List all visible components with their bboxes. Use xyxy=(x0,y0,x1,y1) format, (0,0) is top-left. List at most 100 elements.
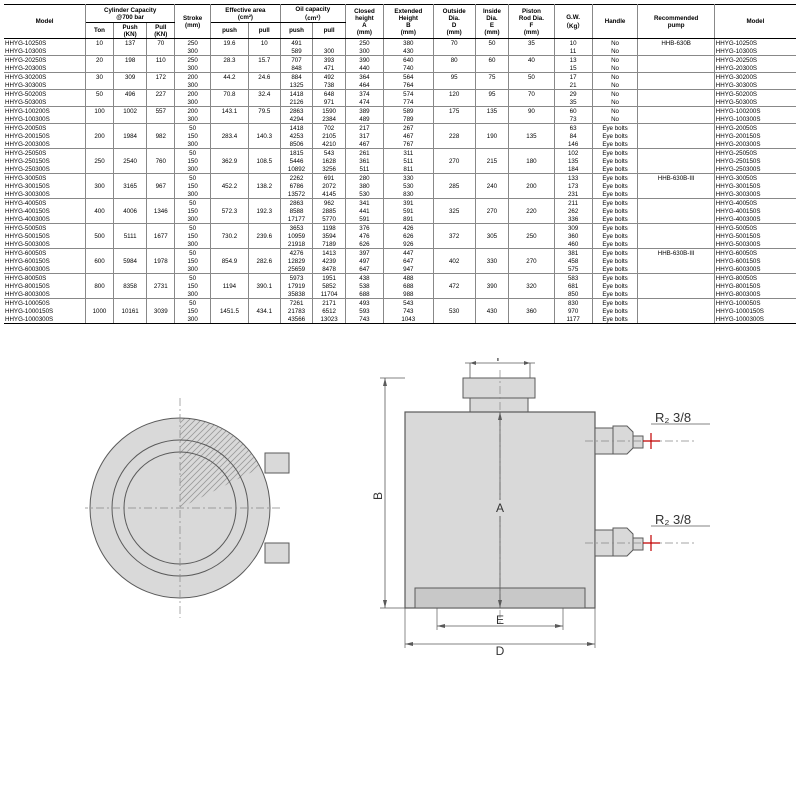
cell-eal xyxy=(248,265,280,274)
cell-ton xyxy=(86,215,114,224)
cell-ch: 593 xyxy=(345,307,383,315)
hdr-handle: Handle xyxy=(592,5,638,39)
cell-ton xyxy=(86,299,114,308)
cell-ch: 591 xyxy=(345,215,383,224)
cell-h: No xyxy=(592,90,638,99)
cell-od xyxy=(433,190,475,199)
cell-m2: HHYG-800150S xyxy=(714,282,796,290)
cell-pk: 10161 xyxy=(113,307,146,315)
cell-m2: HHYG-30200S xyxy=(714,73,796,82)
cell-eal xyxy=(248,149,280,158)
cell-eap: 283.4 xyxy=(211,132,249,140)
cell-st: 50 xyxy=(175,249,211,258)
cell-ton xyxy=(86,64,114,73)
cell-eh: 591 xyxy=(383,207,433,215)
cell-pd xyxy=(509,265,554,274)
cell-pump: HHB-630B xyxy=(638,39,714,48)
cell-h: Eye bolts xyxy=(592,282,638,290)
cell-pd: 320 xyxy=(509,282,554,290)
cell-eal: 434.1 xyxy=(248,307,280,315)
cell-eh: 743 xyxy=(383,307,433,315)
cell-gw: 211 xyxy=(554,199,592,208)
cell-pk: 198 xyxy=(113,56,146,65)
cell-pump xyxy=(638,274,714,283)
lower-port: R₂ 3/8 xyxy=(585,512,710,556)
cell-pd: 220 xyxy=(509,207,554,215)
cell-m2: HHYG-400150S xyxy=(714,207,796,215)
cell-eap xyxy=(211,199,249,208)
cell-eap: 19.6 xyxy=(211,39,249,48)
cell-ton xyxy=(86,190,114,199)
cell-pl: 967 xyxy=(147,182,175,190)
cell-ch: 280 xyxy=(345,174,383,183)
cell-ocl: 1413 xyxy=(313,249,346,258)
cell-st: 300 xyxy=(175,315,211,324)
cell-id xyxy=(475,124,509,133)
cell-ton xyxy=(86,240,114,249)
cell-m: HHYG-300150S xyxy=(4,182,86,190)
cell-pl xyxy=(147,199,175,208)
cell-h: Eye bolts xyxy=(592,274,638,283)
cell-h: Eye bolts xyxy=(592,132,638,140)
cell-ocp: 707 xyxy=(280,56,313,65)
cell-st: 300 xyxy=(175,165,211,174)
cell-ton: 250 xyxy=(86,157,114,165)
cell-od xyxy=(433,64,475,73)
cell-gw: 681 xyxy=(554,282,592,290)
cell-m: HHYG-20300S xyxy=(4,64,86,73)
cell-eh: 511 xyxy=(383,157,433,165)
cell-pump xyxy=(638,64,714,73)
cell-m2: HHYG-100050S xyxy=(714,299,796,308)
cell-pk xyxy=(113,290,146,299)
cell-gw: 135 xyxy=(554,157,592,165)
cell-ton xyxy=(86,140,114,149)
cell-ton xyxy=(86,249,114,258)
diagram-area: F R₂ 3/8 R₂ 3/8 xyxy=(0,358,800,658)
cell-pl xyxy=(147,290,175,299)
cell-st: 150 xyxy=(175,157,211,165)
cell-eh: 574 xyxy=(383,90,433,99)
cell-id: 75 xyxy=(475,73,509,82)
cell-od: 325 xyxy=(433,207,475,215)
cell-ocl: 8478 xyxy=(313,265,346,274)
cell-ton: 50 xyxy=(86,90,114,99)
cell-pl xyxy=(147,165,175,174)
table-row: HHYG-500300S300219187189626926460Eye bol… xyxy=(4,240,796,249)
cell-pump xyxy=(638,224,714,233)
cell-m: HHYG-600150S xyxy=(4,257,86,265)
cell-eal xyxy=(248,290,280,299)
cell-eh: 564 xyxy=(383,73,433,82)
cell-eap xyxy=(211,149,249,158)
cell-st: 300 xyxy=(175,64,211,73)
cell-eal: 239.6 xyxy=(248,232,280,240)
cell-id xyxy=(475,240,509,249)
cell-ocp: 491 xyxy=(280,39,313,48)
cell-pump xyxy=(638,232,714,240)
cell-pd xyxy=(509,140,554,149)
cell-eh: 640 xyxy=(383,56,433,65)
cell-eap xyxy=(211,64,249,73)
cell-ocp: 5973 xyxy=(280,274,313,283)
cell-pk: 137 xyxy=(113,39,146,48)
table-row: HHYG-200300S30085064210467767146Eye bolt… xyxy=(4,140,796,149)
cell-pk xyxy=(113,98,146,107)
cell-pk: 3165 xyxy=(113,182,146,190)
cell-ch: 217 xyxy=(345,124,383,133)
cell-eal xyxy=(248,64,280,73)
cell-pk xyxy=(113,215,146,224)
cell-m: HHYG-400300S xyxy=(4,215,86,224)
cell-eal: 10 xyxy=(248,39,280,48)
hdr-ea-pull: pull xyxy=(248,23,280,39)
table-row: HHYG-60050S5042761413397447381Eye boltsH… xyxy=(4,249,796,258)
cell-st: 300 xyxy=(175,140,211,149)
cell-pd: 180 xyxy=(509,157,554,165)
cell-pl xyxy=(147,315,175,324)
cell-ch: 376 xyxy=(345,224,383,233)
cell-pump xyxy=(638,299,714,308)
cell-pl xyxy=(147,224,175,233)
cell-pd xyxy=(509,47,554,56)
cell-ocp: 1418 xyxy=(280,90,313,99)
cell-h: No xyxy=(592,47,638,56)
cell-m: HHYG-300300S xyxy=(4,190,86,199)
cell-eh: 767 xyxy=(383,140,433,149)
